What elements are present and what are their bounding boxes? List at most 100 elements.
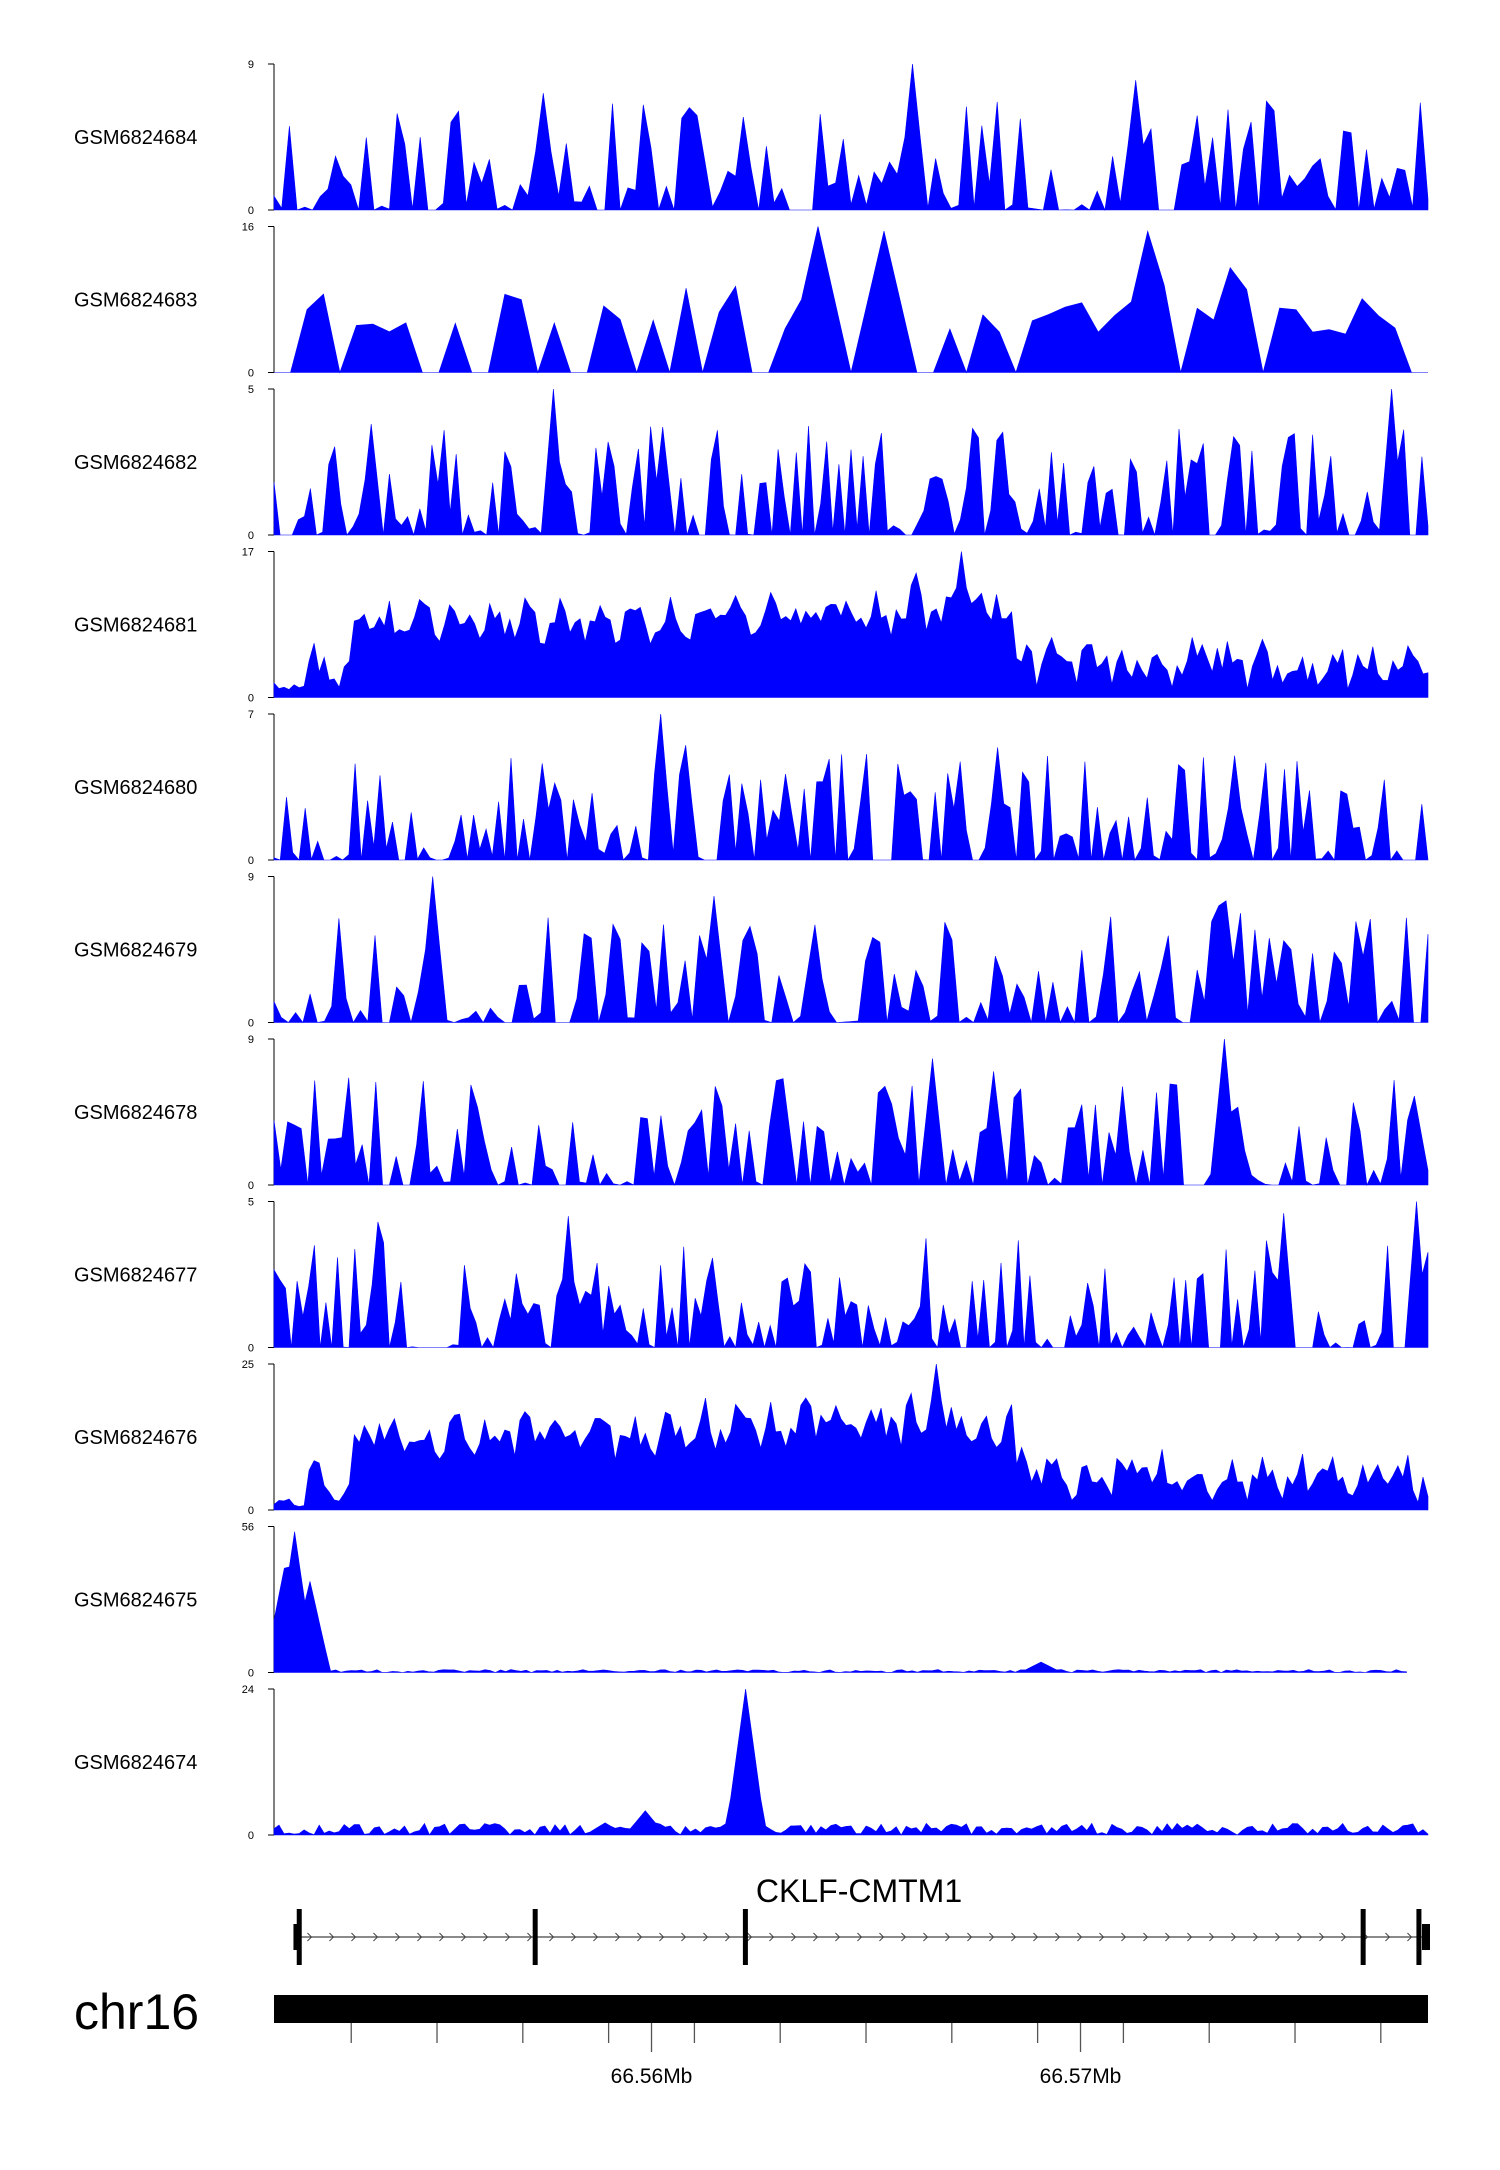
strand-arrow (835, 1932, 841, 1942)
gene-annotation-track: CKLF-CMTM1 (293, 1873, 1430, 1965)
coverage-area (273, 1038, 1429, 1187)
strand-arrow (769, 1932, 775, 1942)
y-tick-label: 0 (248, 855, 254, 867)
strand-arrow (1253, 1932, 1259, 1942)
strand-arrow (1407, 1932, 1413, 1942)
strand-arrow (1033, 1932, 1039, 1942)
coverage-area (273, 1363, 1429, 1511)
exon-block (742, 1909, 748, 1965)
genome-axis-track: chr16 66.56Mb 66.57Mb (74, 1984, 1428, 2088)
utr-block (1422, 1924, 1430, 1950)
track-label: GSM6824684 (74, 127, 197, 149)
gene-model (293, 1909, 1430, 1965)
coverage-track: GSM6824677 5 0 (74, 1197, 1429, 1355)
coverage-track: GSM6824676 25 0 (74, 1359, 1429, 1517)
strand-arrow (527, 1932, 533, 1942)
strand-arrow (857, 1932, 863, 1942)
y-tick-label: 24 (242, 1684, 254, 1696)
strand-arrow (725, 1932, 731, 1942)
strand-arrow (373, 1932, 379, 1942)
coverage-track: GSM6824681 17 0 (74, 547, 1429, 705)
strand-arrow (1121, 1932, 1127, 1942)
strand-arrow (615, 1932, 621, 1942)
y-tick-label: 5 (248, 384, 254, 396)
strand-arrow (1099, 1932, 1105, 1942)
strand-arrow (351, 1932, 357, 1942)
exon-block (532, 1909, 538, 1965)
y-tick-label: 0 (248, 1505, 254, 1517)
strand-arrow (417, 1932, 423, 1942)
strand-arrow (571, 1932, 577, 1942)
track-label: GSM6824681 (74, 615, 197, 637)
y-tick-label: 0 (248, 1018, 254, 1030)
strand-arrow (461, 1932, 467, 1942)
strand-arrow (505, 1932, 511, 1942)
strand-arrow (1055, 1932, 1061, 1942)
y-tick-label: 0 (248, 1180, 254, 1192)
track-label: GSM6824677 (74, 1265, 197, 1287)
coverage-area (273, 1531, 1407, 1673)
strand-arrow (1077, 1932, 1083, 1942)
track-label: GSM6824674 (74, 1752, 197, 1774)
coverage-track: GSM6824678 9 0 (74, 1034, 1429, 1192)
strand-arrow (1319, 1932, 1325, 1942)
y-tick-label: 9 (248, 872, 254, 884)
y-tick-label: 56 (242, 1522, 254, 1534)
genome-axis: 66.56Mb 66.57Mb (274, 1995, 1428, 2088)
coverage-area (273, 713, 1429, 862)
strand-arrow (747, 1932, 753, 1942)
coverage-track: GSM6824674 24 0 (74, 1684, 1429, 1842)
strand-arrow (329, 1932, 335, 1942)
y-tick-label: 9 (248, 1034, 254, 1046)
y-tick-label: 16 (242, 222, 254, 234)
coverage-track: GSM6824679 9 0 (74, 872, 1429, 1030)
coverage-track: GSM6824684 9 0 (74, 59, 1429, 217)
coverage-area (273, 63, 1429, 212)
track-label: GSM6824679 (74, 940, 197, 962)
chromosome-label: chr16 (74, 1984, 199, 2040)
strand-arrow (1187, 1932, 1193, 1942)
y-tick-label: 25 (242, 1359, 254, 1371)
strand-arrow (813, 1932, 819, 1942)
y-tick-label: 0 (248, 205, 254, 217)
coverage-area (273, 1201, 1429, 1349)
track-label: GSM6824682 (74, 452, 197, 474)
track-label: GSM6824676 (74, 1427, 197, 1449)
y-tick-label: 0 (248, 368, 254, 380)
strand-arrow (549, 1932, 555, 1942)
y-tick-label: 0 (248, 693, 254, 705)
track-label: GSM6824683 (74, 290, 197, 312)
coverage-track: GSM6824680 7 0 (74, 709, 1429, 867)
strand-arrow (923, 1932, 929, 1942)
y-tick-label: 0 (248, 1668, 254, 1680)
y-tick-label: 17 (242, 547, 254, 559)
strand-arrow (1209, 1932, 1215, 1942)
strand-arrow (637, 1932, 643, 1942)
coverage-area (273, 551, 1429, 698)
strand-arrow (1341, 1932, 1347, 1942)
y-tick-label: 0 (248, 530, 254, 542)
coverage-track: GSM6824675 56 0 (74, 1522, 1407, 1680)
y-tick-label: 7 (248, 709, 254, 721)
track-label: GSM6824678 (74, 1102, 197, 1124)
y-tick-label: 5 (248, 1197, 254, 1209)
strand-arrow (659, 1932, 665, 1942)
y-tick-label: 9 (248, 59, 254, 71)
strand-arrow (1165, 1932, 1171, 1942)
track-label: GSM6824675 (74, 1590, 197, 1612)
coverage-track: GSM6824682 5 0 (74, 384, 1429, 542)
coverage-area (273, 388, 1429, 537)
strand-arrow (1231, 1932, 1237, 1942)
gene-name-label: CKLF-CMTM1 (756, 1873, 962, 1909)
strand-arrow (1011, 1932, 1017, 1942)
coverage-area (274, 226, 1428, 374)
strand-arrow (945, 1932, 951, 1942)
strand-arrow (791, 1932, 797, 1942)
strand-arrow (1143, 1932, 1149, 1942)
axis-tick-label: 66.57Mb (1040, 2065, 1122, 2088)
strand-arrow (1385, 1932, 1391, 1942)
coverage-area (273, 1688, 1429, 1836)
strand-arrow (703, 1932, 709, 1942)
strand-arrow (967, 1932, 973, 1942)
